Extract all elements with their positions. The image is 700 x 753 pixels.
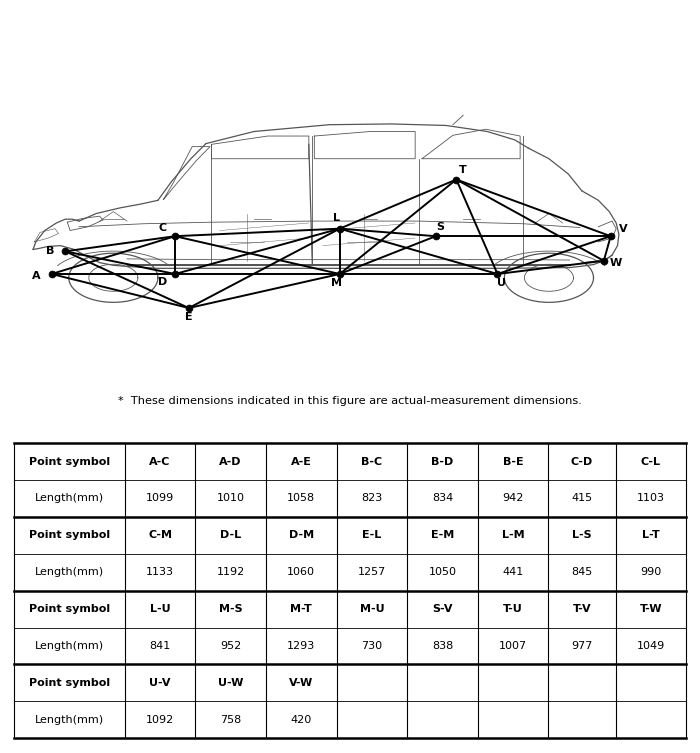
Text: C-D: C-D (570, 456, 593, 467)
Text: Point symbol: Point symbol (29, 530, 110, 541)
Text: L-U: L-U (150, 604, 170, 614)
Text: T-V: T-V (573, 604, 591, 614)
Text: 823: 823 (361, 493, 382, 504)
Text: D: D (158, 277, 167, 288)
Text: 952: 952 (220, 641, 242, 651)
Text: B: B (46, 246, 55, 256)
Text: W: W (610, 258, 622, 267)
Text: Length(mm): Length(mm) (35, 493, 104, 504)
Text: 1257: 1257 (358, 567, 386, 578)
Text: 990: 990 (640, 567, 661, 578)
Text: M-U: M-U (360, 604, 384, 614)
Text: B-C: B-C (361, 456, 382, 467)
Text: 441: 441 (503, 567, 524, 578)
Text: M: M (331, 279, 342, 288)
Text: T: T (459, 165, 467, 175)
Text: U: U (497, 279, 506, 288)
Text: 1049: 1049 (637, 641, 665, 651)
Text: 838: 838 (432, 641, 453, 651)
Text: Point symbol: Point symbol (29, 604, 110, 614)
Text: Point symbol: Point symbol (29, 456, 110, 467)
Text: 1060: 1060 (287, 567, 315, 578)
Text: Length(mm): Length(mm) (35, 567, 104, 578)
Text: E: E (185, 312, 193, 322)
Text: C-L: C-L (640, 456, 661, 467)
Text: L-M: L-M (502, 530, 524, 541)
Text: U-W: U-W (218, 678, 244, 688)
Text: L-S: L-S (572, 530, 592, 541)
Text: 730: 730 (361, 641, 382, 651)
Text: U-V: U-V (149, 678, 171, 688)
Text: 977: 977 (571, 641, 593, 651)
Text: V-W: V-W (289, 678, 314, 688)
Text: 1133: 1133 (146, 567, 174, 578)
Text: E-M: E-M (430, 530, 454, 541)
Text: T-W: T-W (640, 604, 662, 614)
Text: Length(mm): Length(mm) (35, 715, 104, 725)
Text: 1007: 1007 (499, 641, 527, 651)
Text: D-M: D-M (288, 530, 314, 541)
Text: A-E: A-E (290, 456, 312, 467)
Text: 942: 942 (503, 493, 524, 504)
Text: 758: 758 (220, 715, 242, 725)
Text: V: V (619, 224, 627, 234)
Text: 845: 845 (571, 567, 593, 578)
Text: Length(mm): Length(mm) (35, 641, 104, 651)
Text: 1103: 1103 (637, 493, 665, 504)
Text: 1010: 1010 (217, 493, 245, 504)
Text: A: A (32, 271, 41, 281)
Text: 1099: 1099 (146, 493, 174, 504)
Text: C: C (159, 223, 167, 233)
Text: B-D: B-D (431, 456, 454, 467)
Text: T-U: T-U (503, 604, 523, 614)
Text: S: S (436, 221, 444, 232)
Text: 834: 834 (432, 493, 453, 504)
Text: D-L: D-L (220, 530, 242, 541)
Text: 415: 415 (571, 493, 592, 504)
Text: 1192: 1192 (216, 567, 245, 578)
Text: 1092: 1092 (146, 715, 174, 725)
Text: B-E: B-E (503, 456, 524, 467)
Text: L-T: L-T (642, 530, 659, 541)
Text: 1058: 1058 (287, 493, 315, 504)
Text: S-V: S-V (432, 604, 453, 614)
Text: 841: 841 (150, 641, 171, 651)
Text: C-M: C-M (148, 530, 172, 541)
Text: A-D: A-D (219, 456, 242, 467)
Text: A-C: A-C (149, 456, 171, 467)
Text: 420: 420 (290, 715, 312, 725)
Text: 1293: 1293 (287, 641, 316, 651)
Text: 1050: 1050 (428, 567, 456, 578)
Text: Point symbol: Point symbol (29, 678, 110, 688)
Text: E-L: E-L (362, 530, 382, 541)
Text: M-T: M-T (290, 604, 312, 614)
Text: M-S: M-S (219, 604, 242, 614)
Text: *  These dimensions indicated in this figure are actual-measurement dimensions.: * These dimensions indicated in this fig… (118, 396, 582, 407)
Text: L: L (332, 213, 340, 223)
